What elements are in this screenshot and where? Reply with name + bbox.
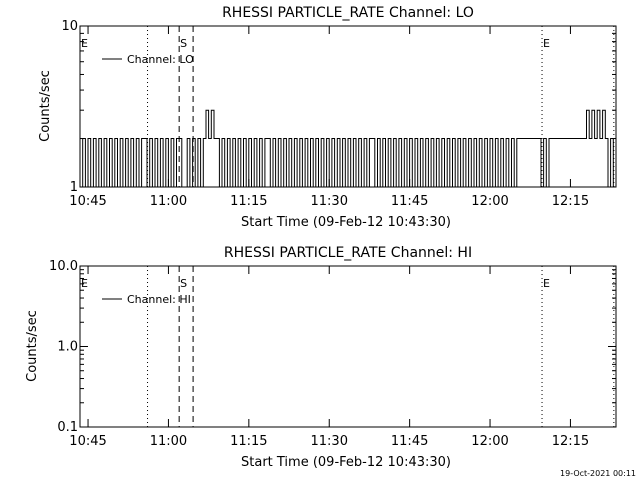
y-tick-label: 1 xyxy=(70,180,78,195)
y-tick-label: 10 xyxy=(61,19,78,34)
data-series-line xyxy=(80,109,616,188)
x-tick-label: 11:00 xyxy=(150,434,187,449)
x-tick-label: 11:30 xyxy=(311,194,348,209)
y-tick-label: 0.1 xyxy=(57,420,78,435)
legend-label: Channel: HI xyxy=(127,293,191,306)
legend-label: Channel: LO xyxy=(127,53,194,66)
x-tick-label: 10:45 xyxy=(69,434,106,449)
panel-hi: RHESSI PARTICLE_RATE Channel: HI Counts/… xyxy=(25,245,617,470)
footer-timestamp: 19-Oct-2021 00:11 xyxy=(560,469,636,478)
x-tick-label: 10:45 xyxy=(69,194,106,209)
x-tick-label: 11:45 xyxy=(391,434,428,449)
event-marker-label: E xyxy=(81,37,88,50)
event-marker-label: E xyxy=(543,37,550,50)
x-tick-label: 11:45 xyxy=(391,194,428,209)
y-axis-label: Counts/sec xyxy=(38,70,53,142)
y-tick-label: 1.0 xyxy=(57,340,78,355)
panel-lo: RHESSI PARTICLE_RATE Channel: LO Counts/… xyxy=(38,5,617,230)
chart-title: RHESSI PARTICLE_RATE Channel: LO xyxy=(222,5,474,21)
y-axis-label: Counts/sec xyxy=(25,310,40,382)
event-marker-label: S xyxy=(180,277,187,290)
x-tick-label: 11:00 xyxy=(150,194,187,209)
chart-title: RHESSI PARTICLE_RATE Channel: HI xyxy=(224,245,472,261)
x-axis-label: Start Time (09-Feb-12 10:43:30) xyxy=(241,455,451,470)
x-tick-label: 12:15 xyxy=(552,434,589,449)
event-marker-label: E xyxy=(543,277,550,290)
x-tick-label: 12:00 xyxy=(471,434,508,449)
x-tick-label: 11:15 xyxy=(230,194,267,209)
y-tick-label: 10.0 xyxy=(49,259,78,274)
event-marker-label: E xyxy=(81,277,88,290)
x-tick-label: 12:15 xyxy=(552,194,589,209)
event-marker-label: S xyxy=(180,37,187,50)
x-tick-label: 11:30 xyxy=(311,434,348,449)
x-tick-label: 11:15 xyxy=(230,434,267,449)
plot-frame xyxy=(79,265,617,428)
x-tick-label: 12:00 xyxy=(471,194,508,209)
x-axis-label: Start Time (09-Feb-12 10:43:30) xyxy=(241,215,451,230)
